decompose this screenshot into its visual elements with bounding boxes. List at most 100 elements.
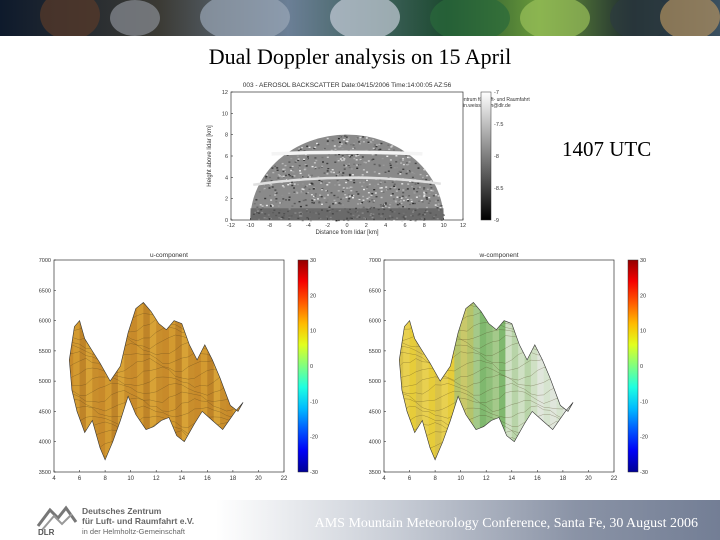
u-component-chart: u-component 4 6 8 10 12 14 16 18 20 22 3500 4000 4500… <box>39 252 318 482</box>
x-tick-label: 2 <box>365 223 368 229</box>
logo-mark: DLR <box>38 528 55 536</box>
y-tick-label: 4500 <box>39 409 51 415</box>
x-tick-label: 20 <box>585 476 592 482</box>
y-tick-label: 6000 <box>39 319 51 325</box>
x-tick-label: 10 <box>127 476 134 482</box>
colorbar-tick-label: 30 <box>310 258 316 264</box>
x-tick-label: 18 <box>230 476 237 482</box>
y-tick-label: 0 <box>225 218 228 224</box>
y-tick-label: 4000 <box>369 440 381 446</box>
w-component-chart: w-component 4 6 8 10 12 14 16 18 20 22 3500 4000 4500… <box>369 252 648 482</box>
y-tick-label: 6000 <box>369 319 381 325</box>
chart-title: 003 - AEROSOL BACKSCATTER Date:04/15/200… <box>243 82 452 89</box>
logo-line-1: Deutsches Zentrum <box>82 506 162 516</box>
x-tick-label: 4 <box>382 476 386 482</box>
x-tick-label: -8 <box>267 223 272 229</box>
x-tick-label: 14 <box>508 476 515 482</box>
chart-title: u-component <box>150 252 188 259</box>
x-tick-label: 8 <box>103 476 107 482</box>
y-axis-label: Height above lidar [km] <box>207 125 213 187</box>
y-tick-label: 4000 <box>39 440 51 446</box>
analysis-region-outline <box>68 301 244 461</box>
y-tick-label: 5000 <box>39 379 51 385</box>
y-tick-label: 4500 <box>369 409 381 415</box>
aerosol-layer-lower <box>253 176 441 187</box>
colorbar-tick-label: 0 <box>310 364 313 370</box>
x-tick-label: 12 <box>483 476 490 482</box>
colorbar-tick-label: -7 <box>494 90 499 96</box>
colorbar-tick-label: -7.5 <box>494 122 503 128</box>
colorbar-tick-label: 0 <box>640 364 643 370</box>
y-tick-label: 6500 <box>39 288 51 294</box>
x-tick-label: 10 <box>457 476 464 482</box>
y-tick-label: 3500 <box>369 470 381 476</box>
x-tick-label: -4 <box>306 223 311 229</box>
logo-line-2: für Luft- und Raumfahrt e.V. <box>82 516 195 526</box>
x-tick-label: 6 <box>408 476 412 482</box>
y-tick-label: 2 <box>225 197 228 203</box>
colorbar-tick-label: -20 <box>310 435 318 441</box>
footer-bar <box>0 500 720 540</box>
colorbar <box>297 259 309 473</box>
colorbar-tick-label: -30 <box>310 470 318 476</box>
y-tick-label: 7000 <box>39 258 51 264</box>
ground-band <box>250 208 444 220</box>
x-tick-label: -6 <box>287 223 292 229</box>
wind-field <box>69 302 244 460</box>
x-tick-label: 0 <box>345 223 348 229</box>
colorbar-tick-label: -9 <box>494 218 499 224</box>
x-tick-label: 16 <box>204 476 211 482</box>
analysis-region-outline <box>398 301 574 461</box>
y-tick-label: 5500 <box>369 349 381 355</box>
x-tick-label: 22 <box>611 476 618 482</box>
colorbar-tick-label: 10 <box>310 329 316 335</box>
colorbar-tick-label: 30 <box>640 258 646 264</box>
y-tick-label: 5500 <box>39 349 51 355</box>
x-tick-label: 4 <box>384 223 387 229</box>
x-tick-label: 12 <box>460 223 466 229</box>
credit-line-2: Contact: martin.weissmann@dlr.de <box>433 103 511 109</box>
x-tick-label: 4 <box>52 476 56 482</box>
header-banner <box>0 0 720 36</box>
colorbar-tick-label: -20 <box>640 435 648 441</box>
colorbar-tick-label: 20 <box>310 293 316 299</box>
x-tick-label: 8 <box>423 223 426 229</box>
dlr-logo-icon: DLR <box>36 505 78 536</box>
aerosol-layer-upper <box>271 150 423 156</box>
x-tick-label: -2 <box>325 223 330 229</box>
dlr-logo: DLR Deutsches Zentrum für Luft- und Raum… <box>36 500 236 540</box>
x-axis-label: Distance from lidar [km] <box>315 230 378 236</box>
conference-caption: AMS Mountain Meteorology Conference, San… <box>314 516 698 531</box>
x-tick-label: 12 <box>153 476 160 482</box>
x-tick-label: 16 <box>534 476 541 482</box>
y-tick-label: 4 <box>225 175 228 181</box>
time-label: 1407 UTC <box>562 137 652 161</box>
logo-line-3: in der Helmholtz-Gemeinschaft <box>82 527 185 536</box>
y-tick-label: 6500 <box>369 288 381 294</box>
colorbar-tick-label: 20 <box>640 293 646 299</box>
y-tick-label: 8 <box>225 133 228 139</box>
x-tick-label: 10 <box>441 223 447 229</box>
colorbar-tick-label: -30 <box>640 470 648 476</box>
x-tick-label: 22 <box>281 476 288 482</box>
colorbar <box>480 91 492 221</box>
y-tick-label: 5000 <box>369 379 381 385</box>
colorbar-tick-label: -8 <box>494 154 499 160</box>
x-tick-label: -10 <box>246 223 254 229</box>
y-tick-label: 10 <box>222 111 228 117</box>
x-tick-label: 8 <box>433 476 437 482</box>
y-tick-label: 6 <box>225 154 228 160</box>
x-tick-label: 6 <box>78 476 82 482</box>
backscatter-chart: 003 - AEROSOL BACKSCATTER Date:04/15/200… <box>207 82 530 236</box>
x-tick-label: 20 <box>255 476 262 482</box>
colorbar-tick-label: -10 <box>640 399 648 405</box>
y-tick-label: 12 <box>222 90 228 96</box>
colorbar-tick-label: 10 <box>640 329 646 335</box>
x-tick-label: 14 <box>178 476 185 482</box>
x-tick-label: 6 <box>403 223 406 229</box>
y-tick-label: 7000 <box>369 258 381 264</box>
x-tick-label: -12 <box>227 223 235 229</box>
slide-title: Dual Doppler analysis on 15 April <box>208 44 512 69</box>
chart-title: w-component <box>478 252 518 259</box>
x-tick-label: 18 <box>560 476 567 482</box>
